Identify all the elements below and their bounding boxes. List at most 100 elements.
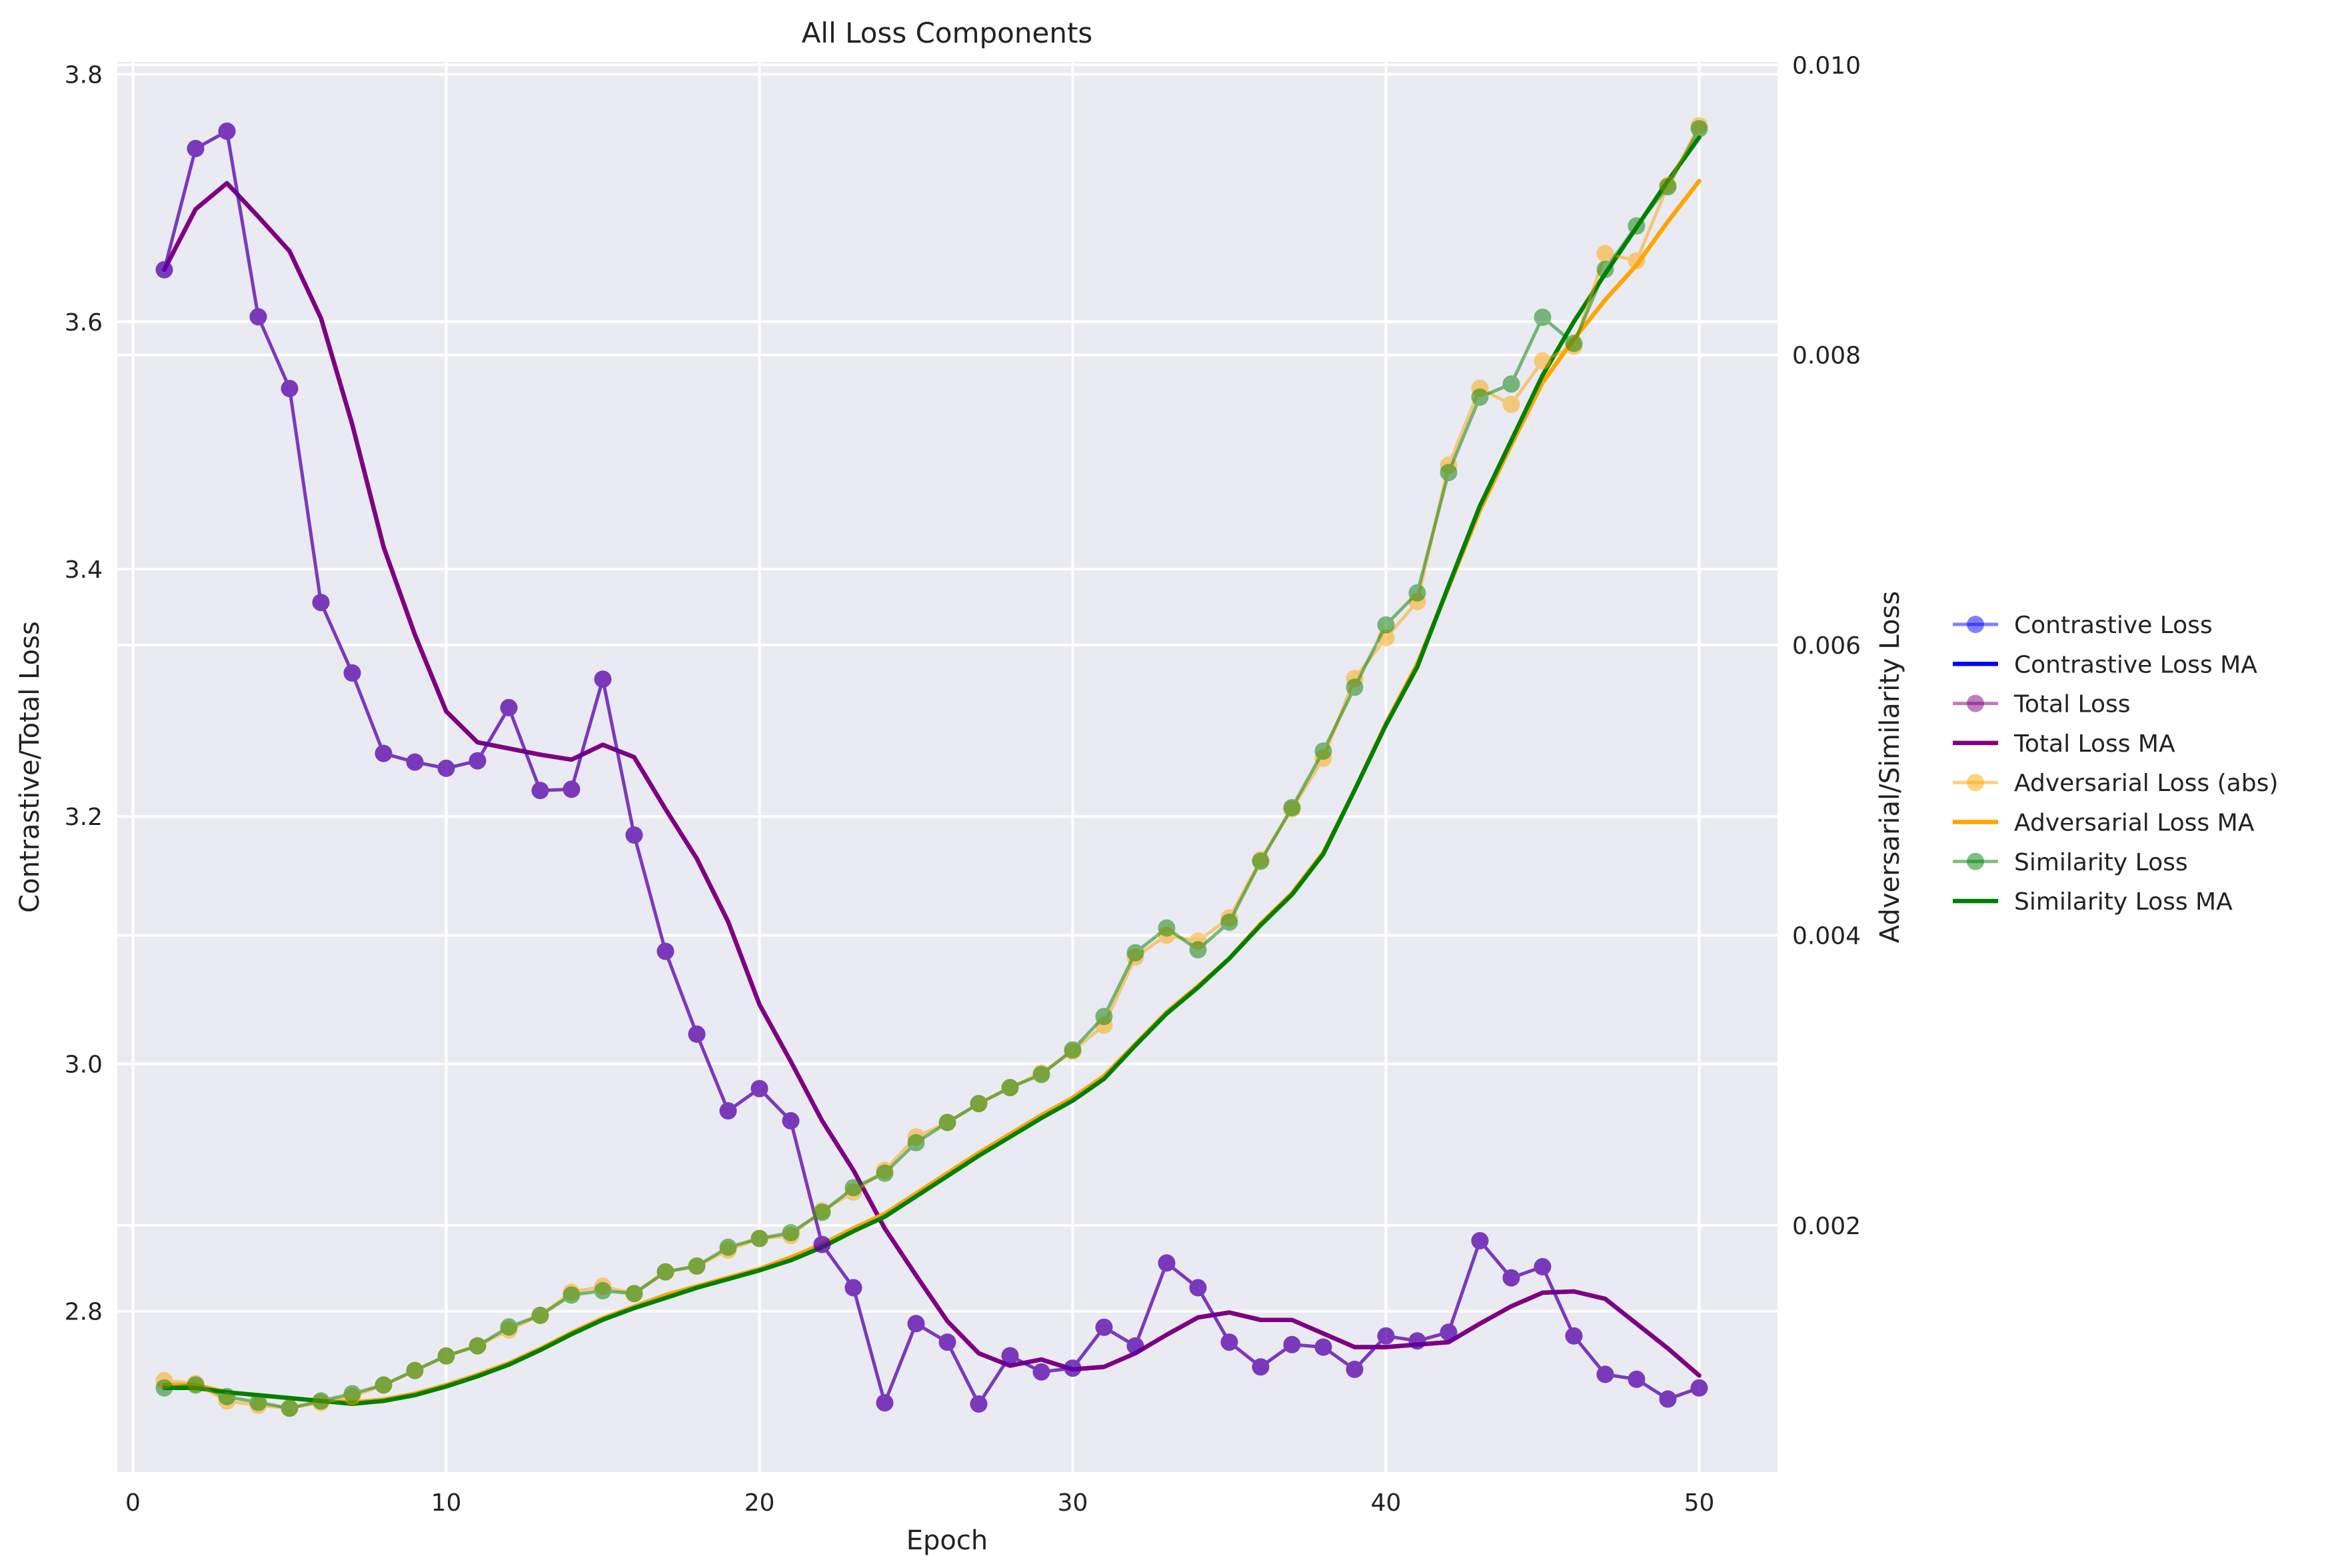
similarity-loss-point	[469, 1337, 487, 1355]
total-loss-point	[563, 780, 581, 798]
legend-label: Total Loss MA	[2013, 730, 2175, 758]
similarity-loss-point	[1252, 852, 1270, 870]
total-loss-point	[1314, 1338, 1332, 1356]
total-loss-point	[1189, 1279, 1207, 1297]
similarity-loss-point	[1596, 261, 1614, 279]
similarity-loss-point	[312, 1392, 330, 1410]
total-loss-point	[656, 942, 674, 960]
legend-swatch-marker	[1967, 694, 1984, 712]
similarity-loss-point	[1189, 941, 1207, 959]
similarity-loss-point	[876, 1164, 894, 1182]
total-loss-point	[1346, 1360, 1364, 1378]
total-loss-point	[1158, 1254, 1176, 1272]
total-loss-point	[500, 698, 518, 716]
x-tick-label: 40	[1371, 1489, 1402, 1517]
legend: Contrastive Loss Contrastive Loss MA Total…	[1953, 612, 2278, 916]
total-loss-point	[1064, 1359, 1082, 1377]
x-axis-title: Epoch	[906, 1525, 988, 1556]
similarity-loss-point	[1001, 1079, 1019, 1097]
similarity-loss-point	[1032, 1066, 1050, 1084]
similarity-loss-ma-line	[162, 135, 1702, 1406]
right-y-tick-label: 0.008	[1792, 343, 1861, 370]
legend-label: Total Loss	[2013, 691, 2130, 718]
total-loss-point	[1690, 1379, 1708, 1397]
total-loss-point	[1565, 1327, 1583, 1345]
x-tick-label: 50	[1684, 1489, 1715, 1517]
grid	[117, 62, 1777, 1472]
right-y-tick-label: 0.002	[1792, 1213, 1861, 1240]
total-loss-series	[155, 122, 1708, 1413]
total-loss-point	[1408, 1332, 1426, 1350]
similarity-loss-point	[531, 1306, 549, 1324]
similarity-loss-point	[500, 1318, 518, 1336]
total-loss-point	[1032, 1363, 1050, 1381]
total-loss-point	[312, 594, 330, 612]
similarity-loss-point	[1534, 309, 1552, 327]
left-y-tick-label: 3.6	[65, 309, 103, 337]
total-loss-point	[782, 1112, 800, 1130]
similarity-loss-point	[938, 1114, 956, 1132]
total-loss-point	[1502, 1269, 1520, 1287]
total-loss-point	[1283, 1335, 1301, 1353]
similarity-loss-point	[1659, 178, 1677, 196]
total-loss-point	[625, 826, 643, 844]
total-loss-point	[1440, 1323, 1458, 1341]
total-loss-point	[531, 782, 549, 800]
similarity-loss-point	[1440, 464, 1458, 482]
similarity-loss-point	[1471, 388, 1489, 406]
similarity-loss-point	[375, 1376, 393, 1394]
chart-title: All Loss Components	[802, 17, 1093, 49]
similarity-loss-point	[1095, 1008, 1113, 1026]
legend-label: Similarity Loss	[2014, 849, 2188, 876]
x-tick-label: 10	[431, 1489, 462, 1517]
axes: 0 10 20 30 40 50 2.8 3.0 3.2 3.4 3.6 3.8 0.002 0.004 0…	[65, 52, 1861, 1517]
similarity-loss-point	[155, 1379, 173, 1397]
total-loss-point	[938, 1333, 956, 1351]
x-tick-label: 20	[744, 1489, 775, 1517]
total-loss-point	[1252, 1358, 1270, 1376]
similarity-loss-point	[625, 1285, 643, 1303]
similarity-loss-point	[1158, 919, 1176, 937]
total-loss-point	[1220, 1333, 1238, 1351]
similarity-loss-point	[1565, 335, 1583, 353]
adversarial-loss-abs-point	[1534, 352, 1552, 370]
similarity-loss-point	[1502, 375, 1520, 393]
similarity-loss-point	[406, 1361, 424, 1379]
total-loss-point	[249, 308, 267, 326]
legend-swatch-marker	[1967, 852, 1984, 870]
similarity-loss-point	[218, 1387, 236, 1405]
moving-average-lines	[162, 135, 1702, 1406]
total-loss-point	[1596, 1365, 1614, 1383]
total-loss-point	[1534, 1257, 1552, 1275]
plot-background	[117, 62, 1777, 1472]
similarity-loss-point	[594, 1281, 612, 1299]
similarity-loss-point	[970, 1095, 988, 1113]
total-loss-point	[218, 122, 236, 140]
x-tick-label: 30	[1058, 1489, 1088, 1517]
similarity-loss-point	[187, 1376, 205, 1394]
total-loss-point	[970, 1395, 988, 1413]
total-loss-point	[750, 1080, 768, 1098]
right-y-tick-label: 0.010	[1792, 52, 1861, 79]
similarity-loss-point	[1064, 1041, 1082, 1059]
total-loss-point	[343, 664, 361, 682]
left-axis-title: Contrastive/Total Loss	[15, 621, 45, 913]
total-loss-point	[1377, 1327, 1395, 1345]
left-y-tick-label: 3.8	[65, 62, 103, 89]
legend-label: Similarity Loss MA	[2014, 888, 2233, 916]
similarity-loss-point	[343, 1385, 361, 1403]
similarity-loss-point	[1408, 584, 1426, 602]
total-loss-point	[155, 261, 173, 279]
similarity-loss-point	[656, 1263, 674, 1281]
adversarial-loss-abs-point	[1596, 245, 1614, 263]
right-y-tick-label: 0.006	[1792, 632, 1861, 660]
total-loss-point	[719, 1102, 737, 1120]
total-loss-point	[844, 1279, 862, 1297]
similarity-loss-point	[563, 1286, 581, 1304]
similarity-loss-point	[1628, 217, 1646, 235]
adversarial-loss-abs-point	[1628, 252, 1646, 270]
similarity-loss-point	[844, 1179, 862, 1197]
similarity-loss-point	[437, 1347, 455, 1365]
left-y-tick-label: 3.4	[65, 556, 103, 584]
